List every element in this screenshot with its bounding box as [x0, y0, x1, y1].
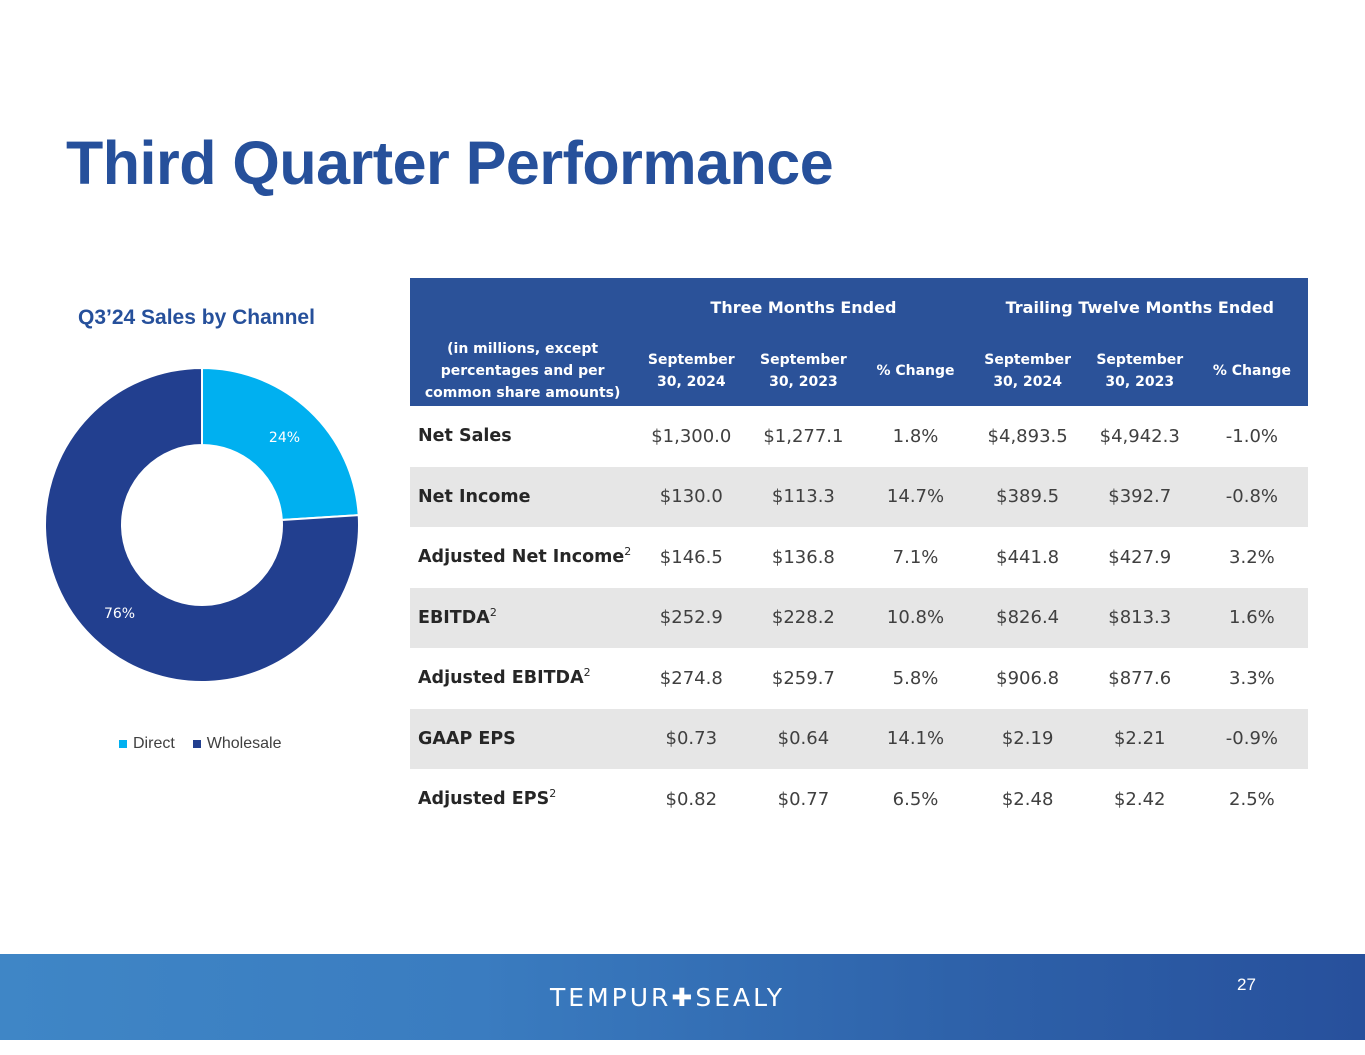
table-cell: $1,300.0 [651, 425, 732, 447]
table-row: Adjusted EBITDA2 $274.8 $259.7 5.8% $906.8 $8… [410, 648, 1308, 709]
donut-label-wholesale: 76% [104, 606, 135, 622]
table-cell: $877.6 [1108, 667, 1172, 689]
slide-title: Third Quarter Performance [66, 129, 834, 197]
column-header-ttm-change: % Change [1195, 336, 1308, 406]
performance-table: Three Months Ended Trailing Twelve Month… [410, 278, 1308, 830]
row-metric-label: Adjusted EPS2 [410, 769, 635, 830]
row-metric-label: EBITDA2 [410, 587, 636, 648]
metric-name: Net Income [418, 486, 531, 507]
table-cell: -0.8% [1195, 466, 1308, 527]
row-metric-label: Net Sales [410, 406, 635, 467]
legend-item-direct: Direct [119, 735, 175, 753]
table-cell: 2.5% [1229, 788, 1275, 810]
table-cell: 10.8% [859, 587, 972, 648]
table-cell: $274.8 [659, 667, 723, 689]
table-row: Adjusted EPS2 $0.82 $0.77 6.5% $2.48 $2.42 2.5… [410, 769, 1308, 830]
legend-label-wholesale: Wholesale [206, 735, 282, 752]
table-cell: 14.7% [859, 466, 972, 527]
donut-label-direct: 24% [269, 430, 300, 446]
column-header-units: (in millions, except percentages and per… [410, 336, 636, 406]
table-row: GAAP EPS $0.73 $0.64 14.1% $2.19 $2.21 -0.9% [410, 708, 1308, 769]
footnote-marker: 2 [583, 666, 591, 680]
chart-title: Q3’24 Sales by Channel [78, 306, 315, 329]
table-cell: $0.82 [665, 788, 718, 810]
footnote-marker: 2 [624, 545, 632, 559]
table-group-header-row: Three Months Ended Trailing Twelve Month… [410, 278, 1308, 336]
group-header-trailing-twelve-months: Trailing Twelve Months Ended [971, 278, 1308, 336]
table-cell: 3.2% [1229, 546, 1275, 568]
table-cell: $2.42 [1113, 788, 1166, 810]
table-row: EBITDA2 $252.9 $228.2 10.8% $826.4 $813.3 1.6% [410, 587, 1308, 648]
table-body: Net Sales $1,300.0 $1,277.1 1.8% $4,893.5 $4,… [410, 406, 1308, 830]
footer-band [0, 954, 1365, 1040]
table-cell: 1.6% [1195, 587, 1308, 648]
donut-slice-wholesale [44, 366, 360, 683]
column-header-3m-2023: September 30, 2023 [747, 336, 860, 406]
table-cell: 7.1% [892, 546, 939, 568]
row-metric-label: GAAP EPS [410, 708, 636, 769]
column-header-3m-2024: September 30, 2024 [635, 336, 748, 406]
table-cell: $392.7 [1083, 466, 1196, 527]
group-header-three-months: Three Months Ended [635, 278, 972, 336]
donut-slice-direct [201, 366, 360, 522]
table-cell: $441.8 [996, 546, 1060, 568]
footnote-marker: 2 [489, 605, 497, 619]
table-cell: $136.8 [771, 546, 835, 568]
metric-name: Net Sales [418, 426, 512, 447]
metric-name: Adjusted EBITDA [418, 668, 584, 689]
table-cell: $427.9 [1108, 546, 1172, 568]
metric-name: Adjusted EPS [418, 789, 550, 810]
table-cell: 6.5% [892, 788, 939, 810]
tempur-sealy-logo: TEMPUR✚SEALY [550, 983, 785, 1012]
table-cell: $252.9 [635, 587, 748, 648]
table-cell: $826.4 [971, 587, 1084, 648]
table-cell: -0.9% [1195, 708, 1308, 769]
legend-swatch-wholesale [192, 740, 201, 748]
sales-by-channel-donut-chart: 24% 76% [44, 366, 360, 683]
table-cell: $2.19 [971, 708, 1084, 769]
table-cell: $906.8 [996, 667, 1060, 689]
table-cell: 3.3% [1229, 667, 1275, 689]
table-cell: $130.0 [635, 466, 748, 527]
table-cell: 14.1% [859, 708, 972, 769]
table-column-header-row: (in millions, except percentages and per… [410, 336, 1308, 406]
table-cell: $146.5 [659, 546, 723, 568]
table-cell: $813.3 [1083, 587, 1196, 648]
table-cell: $228.2 [747, 587, 860, 648]
table-cell: 1.8% [892, 425, 939, 447]
column-header-3m-change: % Change [859, 336, 972, 406]
legend-swatch-direct [119, 740, 127, 748]
table-cell: $113.3 [747, 466, 860, 527]
table-cell: $0.73 [635, 708, 748, 769]
table-cell: $4,893.5 [987, 425, 1068, 447]
table-cell: $2.21 [1083, 708, 1196, 769]
table-cell: $0.64 [747, 708, 860, 769]
table-row: Adjusted Net Income2 $146.5 $136.8 7.1% $441… [410, 527, 1308, 588]
legend-label-direct: Direct [133, 735, 175, 752]
page-number: 27 [1237, 975, 1256, 994]
legend-item-wholesale: Wholesale [192, 735, 282, 753]
row-metric-label: Adjusted Net Income2 [410, 527, 635, 588]
column-header-ttm-2023: September 30, 2023 [1083, 336, 1196, 406]
table-row: Net Income $130.0 $113.3 14.7% $389.5 $392.7-… [410, 466, 1308, 527]
row-metric-label: Adjusted EBITDA2 [410, 648, 635, 709]
table-cell: $4,942.3 [1099, 425, 1180, 447]
chart-legend: Direct Wholesale [119, 735, 281, 753]
table-cell: $389.5 [971, 466, 1084, 527]
table-cell: 5.8% [892, 667, 939, 689]
table-cell: -1.0% [1225, 425, 1279, 447]
table-row: Net Sales $1,300.0 $1,277.1 1.8% $4,893.5 $4,… [410, 406, 1308, 467]
table-cell: $259.7 [771, 667, 835, 689]
metric-name: EBITDA [418, 607, 490, 628]
footnote-marker: 2 [549, 787, 557, 801]
table-cell: $1,277.1 [763, 425, 844, 447]
row-metric-label: Net Income [410, 466, 636, 527]
metric-name: GAAP EPS [418, 728, 516, 749]
table-cell: $2.48 [1001, 788, 1054, 810]
metric-name: Adjusted Net Income [418, 547, 625, 568]
table-header-blank [410, 278, 636, 336]
table-cell: $0.77 [777, 788, 830, 810]
column-header-ttm-2024: September 30, 2024 [971, 336, 1084, 406]
